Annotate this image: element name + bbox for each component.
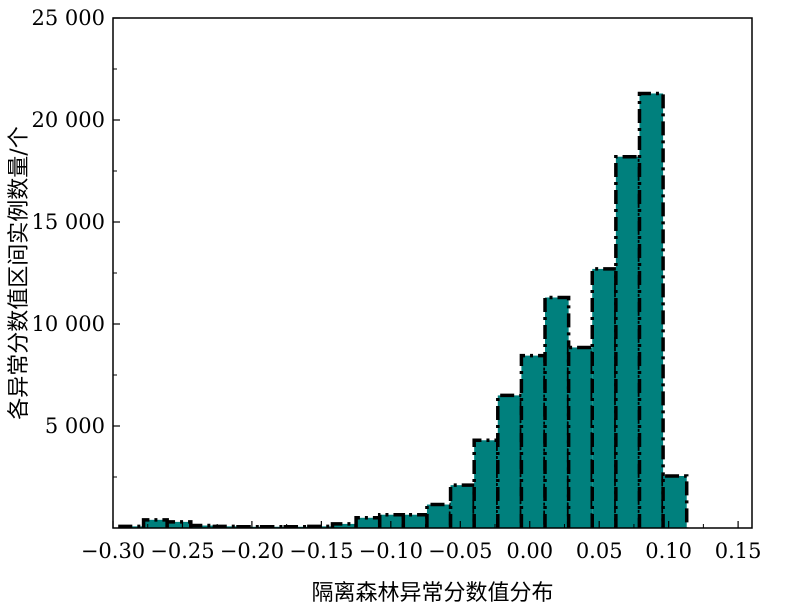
histogram-bar-edge bbox=[614, 154, 642, 528]
histogram-bar-edge bbox=[472, 438, 500, 528]
histogram-bar-edge bbox=[212, 524, 240, 529]
histogram-bar bbox=[568, 347, 593, 528]
histogram-bar-edge bbox=[401, 512, 429, 528]
histogram-bar bbox=[403, 514, 427, 528]
y-tick-label: 10 000 bbox=[32, 312, 105, 336]
histogram-bar bbox=[426, 504, 451, 528]
histogram-bar bbox=[521, 355, 546, 528]
y-axis-ticks: 5 000 10 000 15 000 20 000 25 000 bbox=[32, 6, 120, 478]
x-tick-label: 0.10 bbox=[645, 539, 692, 563]
bars-group bbox=[118, 91, 689, 529]
y-tick-label: 25 000 bbox=[32, 6, 105, 30]
histogram-bar bbox=[592, 268, 616, 528]
x-tick-label: −0.05 bbox=[428, 539, 492, 563]
histogram-bar-edge bbox=[637, 91, 665, 528]
x-tick-label: −0.20 bbox=[220, 539, 284, 563]
histogram-bar-edge bbox=[566, 345, 594, 528]
histogram-bar bbox=[497, 395, 522, 528]
y-tick-label: 20 000 bbox=[32, 108, 105, 132]
histogram-bar-edge bbox=[377, 512, 406, 528]
y-tick-label: 5 000 bbox=[45, 414, 105, 438]
x-axis-title: 隔离森林异常分数值分布 bbox=[311, 581, 553, 606]
histogram-bar bbox=[167, 521, 191, 528]
histogram-bar bbox=[474, 440, 498, 528]
histogram-bar bbox=[450, 485, 475, 528]
histogram-bar bbox=[143, 519, 168, 528]
histogram-bar bbox=[639, 93, 664, 528]
x-tick-label: −0.25 bbox=[150, 539, 214, 563]
x-tick-label: 0.15 bbox=[715, 539, 762, 563]
histogram-bar bbox=[379, 514, 404, 528]
histogram-bar-edge bbox=[307, 524, 335, 529]
histogram-bar-edge bbox=[543, 295, 571, 528]
x-tick-label: 0.05 bbox=[576, 539, 623, 563]
histogram-bar bbox=[356, 517, 380, 528]
histogram-bar bbox=[332, 523, 357, 528]
y-axis-title: 各异常分数值区间实例数量/个 bbox=[7, 126, 32, 419]
histogram-bar bbox=[663, 475, 687, 528]
histogram-bar bbox=[545, 297, 569, 528]
histogram-bar bbox=[190, 525, 215, 528]
x-tick-label: 0.00 bbox=[506, 539, 553, 563]
y-tick-label: 15 000 bbox=[32, 210, 105, 234]
histogram-bar-edge bbox=[661, 474, 689, 528]
x-tick-label: −0.10 bbox=[359, 539, 423, 563]
x-tick-label: −0.30 bbox=[81, 539, 145, 563]
x-tick-label: −0.15 bbox=[289, 539, 353, 563]
x-axis-ticks: −0.30 −0.25 −0.20 −0.15 −0.10 −0.05 0.00 0.05 0.… bbox=[81, 521, 762, 563]
histogram-bar-edge bbox=[118, 524, 146, 529]
histogram-bar bbox=[615, 156, 640, 528]
